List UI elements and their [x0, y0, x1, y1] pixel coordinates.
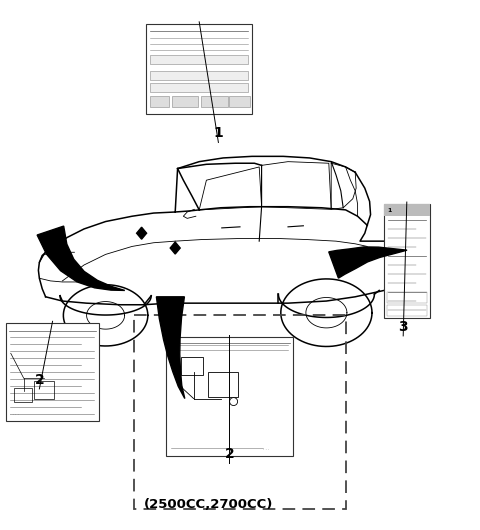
Bar	[384, 204, 430, 216]
Text: 1: 1	[387, 208, 391, 213]
Bar	[150, 70, 248, 80]
Text: 2: 2	[225, 447, 234, 461]
Polygon shape	[37, 226, 125, 290]
Bar	[180, 357, 203, 375]
Text: (2500CC,2700CC): (2500CC,2700CC)	[144, 498, 274, 511]
Text: 3: 3	[398, 320, 408, 334]
Text: 1: 1	[214, 127, 223, 140]
Text: 2: 2	[35, 373, 44, 387]
Bar	[14, 388, 32, 402]
Bar	[387, 292, 427, 303]
Bar	[387, 305, 427, 316]
Bar	[172, 96, 198, 107]
Bar	[34, 381, 54, 399]
Bar	[150, 83, 248, 92]
Bar	[207, 372, 238, 396]
Bar	[150, 96, 168, 107]
Polygon shape	[329, 247, 407, 278]
Polygon shape	[170, 242, 180, 254]
Bar	[201, 96, 228, 107]
Bar	[229, 96, 250, 107]
Bar	[6, 323, 99, 421]
Text: · · · ·: · · · ·	[10, 413, 19, 417]
Text: · · ·: · · ·	[263, 448, 269, 452]
Polygon shape	[137, 227, 146, 239]
Bar	[150, 55, 248, 64]
Circle shape	[229, 398, 238, 405]
Bar	[166, 337, 293, 456]
Bar	[146, 24, 252, 114]
Polygon shape	[156, 297, 185, 399]
Bar	[134, 315, 346, 509]
Bar	[384, 204, 430, 318]
